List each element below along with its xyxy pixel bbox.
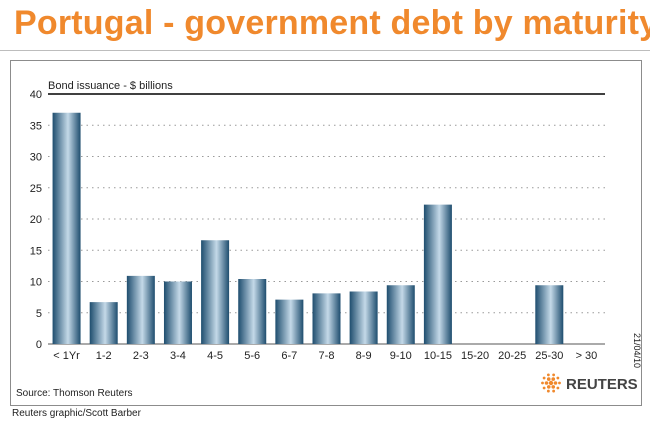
x-tick-label: < 1Yr (53, 350, 80, 362)
x-tick-label: 10-15 (424, 350, 452, 362)
y-tick-label: 15 (30, 245, 42, 257)
bar (238, 279, 267, 344)
source-note: Source: Thomson Reuters (16, 388, 133, 399)
x-tick-label: 6-7 (281, 350, 297, 362)
bar (349, 291, 378, 344)
x-tick-label: 9-10 (390, 350, 412, 362)
x-tick-label: 15-20 (461, 350, 489, 362)
bar (163, 281, 192, 344)
bar (386, 285, 415, 344)
y-tick-label: 10 (30, 277, 42, 289)
y-tick-label: 30 (30, 152, 42, 164)
bar (275, 299, 304, 344)
y-tick-label: 5 (36, 308, 42, 320)
x-tick-label: 3-4 (170, 350, 186, 362)
bar (312, 293, 341, 344)
bar (89, 302, 118, 344)
reuters-logo: REUTERS (541, 373, 638, 393)
bar (423, 204, 452, 344)
y-tick-label: 0 (36, 339, 42, 351)
x-tick-label: 7-8 (319, 350, 335, 362)
x-tick-label: 2-3 (133, 350, 149, 362)
x-tick-label: 8-9 (356, 350, 372, 362)
bar (126, 275, 155, 344)
footer-credit: Reuters graphic/Scott Barber (12, 408, 141, 419)
title-divider (0, 50, 650, 51)
bar-chart: Bond issuance - $ billions 0 5 10 15 20 25 30 3… (16, 80, 641, 399)
x-tick-label: 20-25 (498, 350, 526, 362)
x-tick-label: 1-2 (96, 350, 112, 362)
reuters-dots-icon (541, 373, 561, 393)
side-date: 21/04/10 (632, 333, 641, 368)
y-tick-label: 25 (30, 183, 42, 195)
bar (201, 240, 230, 344)
y-axis-label: Bond issuance - $ billions (48, 80, 173, 92)
reuters-logo-text: REUTERS (566, 376, 638, 393)
x-tick-label: 5-6 (244, 350, 260, 362)
page-title: Portugal - government debt by maturity (14, 4, 650, 42)
bar (52, 112, 81, 344)
x-tick-label: > 30 (576, 350, 598, 362)
x-tick-label: 4-5 (207, 350, 223, 362)
y-tick-label: 35 (30, 120, 42, 132)
bar (535, 285, 564, 344)
x-tick-label: 25-30 (535, 350, 563, 362)
y-tick-label: 40 (30, 89, 42, 101)
y-tick-label: 20 (30, 214, 42, 226)
chart-panel: Bond issuance - $ billions 0 5 10 15 20 25 30 3… (10, 60, 642, 406)
